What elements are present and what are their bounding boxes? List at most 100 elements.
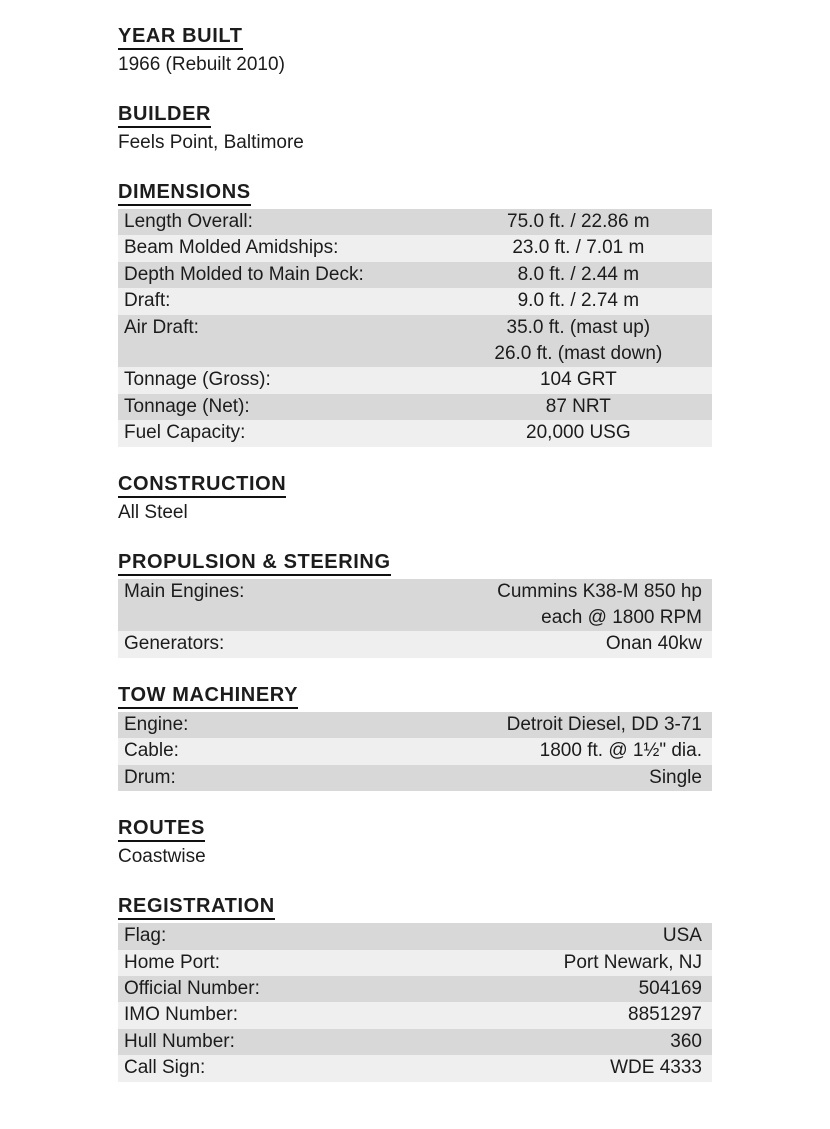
section-heading-wrap: TOW MACHINERY	[118, 683, 830, 709]
spec-label: Length Overall:	[124, 211, 253, 232]
section-text: Feels Point, Baltimore	[118, 132, 304, 153]
spec-value: Single	[445, 765, 712, 791]
spec-value: Port Newark, NJ	[445, 950, 712, 976]
spec-value-line: USA	[662, 925, 702, 947]
spec-value-line: Onan 40kw	[605, 633, 702, 655]
section-heading: BUILDER	[118, 102, 212, 128]
spec-value-line: Cummins K38-M 850 hp	[497, 580, 702, 602]
spec-value-line: 104 GRT	[539, 369, 617, 391]
section-dimensions: DIMENSIONS Length Overall: 75.0 ft. / 22…	[118, 180, 830, 447]
spec-row: Official Number: 504169	[118, 975, 712, 1003]
section-text: Coastwise	[118, 846, 206, 868]
section-heading: DIMENSIONS	[118, 180, 251, 206]
spec-row: IMO Number: 8851297	[118, 1002, 712, 1029]
section-routes: ROUTES Coastwise	[118, 816, 830, 869]
section-construction: CONSTRUCTION All Steel	[118, 472, 830, 525]
spec-value-line: 35.0 ft. (mast up)	[506, 316, 651, 338]
section-text: All Steel	[118, 501, 188, 523]
spec-label: IMO Number:	[124, 1004, 239, 1026]
spec-value: WDE 4333	[445, 1055, 712, 1081]
spec-label: Home Port:	[124, 951, 221, 973]
spec-value-line: 87 NRT	[545, 395, 611, 417]
spec-label: Beam Molded Amidships:	[124, 237, 339, 259]
spec-label: Tonnage (Gross):	[124, 369, 271, 391]
section-heading-wrap: PROPULSION & STEERING	[118, 550, 830, 576]
spec-label: Air Draft:	[124, 316, 199, 338]
section-heading-wrap: ROUTES	[118, 816, 830, 843]
spec-row: Cable: 1800 ft. @ 1½" dia.	[118, 738, 712, 765]
spec-value: 87 NRT	[445, 394, 712, 420]
section-text: 1966 (Rebuilt 2010)	[118, 54, 285, 75]
spec-value: Cummins K38-M 850 hp each @ 1800 RPM	[445, 579, 712, 632]
spec-row: Beam Molded Amidships: 23.0 ft. / 7.01 m	[118, 235, 712, 262]
section-tow-machinery: TOW MACHINERY Engine: Detroit Diesel, DD…	[118, 683, 830, 792]
spec-value: 8.0 ft. / 2.44 m	[445, 262, 712, 288]
spec-value-line: WDE 4333	[610, 1057, 702, 1079]
section-heading-wrap: CONSTRUCTION	[118, 472, 830, 498]
spec-label: Call Sign:	[124, 1057, 206, 1079]
section-propulsion-steering: PROPULSION & STEERING Main Engines: Cumm…	[118, 550, 830, 658]
spec-value: 104 GRT	[445, 367, 712, 393]
spec-label: Cable:	[124, 740, 179, 762]
spec-value-line: 26.0 ft. (mast down)	[494, 343, 663, 365]
spec-value-line: Detroit Diesel, DD 3-71	[506, 713, 702, 735]
spec-row: Tonnage (Gross): 104 GRT	[118, 367, 712, 394]
spec-value: 360	[445, 1029, 712, 1055]
spec-row: Depth Molded to Main Deck: 8.0 ft. / 2.4…	[118, 261, 712, 289]
spec-value-line: 8.0 ft. / 2.44 m	[517, 263, 640, 285]
spec-row: Air Draft: 35.0 ft. (mast up) 26.0 ft. (m…	[118, 314, 712, 368]
spec-value-line: each @ 1800 RPM	[541, 607, 702, 629]
spec-row: Flag: USA	[118, 923, 712, 950]
spec-row: Call Sign: WDE 4333	[118, 1055, 712, 1082]
spec-label: Generators:	[124, 633, 225, 655]
spec-value: USA	[445, 923, 712, 949]
spec-label: Fuel Capacity:	[124, 422, 246, 444]
spec-value-line: 20,000 USG	[526, 422, 631, 444]
spec-table-tow-machinery: Engine: Detroit Diesel, DD 3-71 Cable: 1…	[118, 711, 712, 792]
spec-value-line: 360	[670, 1030, 702, 1052]
section-heading: TOW MACHINERY	[118, 683, 299, 709]
spec-value-line: 1800 ft. @ 1½" dia.	[539, 740, 702, 762]
spec-value: 35.0 ft. (mast up) 26.0 ft. (mast down)	[445, 315, 712, 368]
spec-table-dimensions: Length Overall: 75.0 ft. / 22.86 m Beam …	[118, 209, 712, 447]
spec-row: Fuel Capacity: 20,000 USG	[118, 420, 712, 447]
section-heading-wrap: REGISTRATION	[118, 894, 830, 921]
spec-value: 8851297	[445, 1002, 712, 1028]
spec-label: Main Engines:	[124, 580, 245, 602]
spec-value-line: 504169	[638, 977, 702, 999]
section-heading: YEAR BUILT	[118, 24, 243, 50]
spec-value-line: Single	[649, 766, 702, 788]
spec-row: Generators: Onan 40kw	[118, 631, 712, 658]
section-heading: PROPULSION & STEERING	[118, 550, 391, 576]
spec-table-propulsion-steering: Main Engines: Cummins K38-M 850 hp each @…	[118, 578, 712, 658]
section-builder: BUILDER Feels Point, Baltimore	[118, 102, 830, 155]
spec-row: Tonnage (Net): 87 NRT	[118, 393, 712, 421]
section-heading-wrap: BUILDER	[118, 102, 830, 128]
spec-value: 9.0 ft. / 2.74 m	[445, 288, 712, 314]
section-year-built: YEAR BUILT 1966 (Rebuilt 2010)	[118, 24, 830, 77]
section-registration: REGISTRATION Flag: USA Home Port: Port N…	[118, 894, 830, 1082]
spec-label: Depth Molded to Main Deck:	[124, 263, 364, 285]
spec-value-line: 75.0 ft. / 22.86 m	[507, 211, 650, 232]
spec-value-line: 8851297	[628, 1004, 702, 1026]
spec-value: Detroit Diesel, DD 3-71	[445, 712, 712, 738]
spec-table-registration: Flag: USA Home Port: Port Newark, NJ Off…	[118, 923, 712, 1082]
spec-value: 23.0 ft. / 7.01 m	[445, 235, 712, 261]
spec-row: Main Engines: Cummins K38-M 850 hp each @…	[118, 578, 712, 632]
spec-label: Hull Number:	[124, 1030, 235, 1052]
spec-row: Home Port: Port Newark, NJ	[118, 949, 712, 976]
section-heading: ROUTES	[118, 816, 205, 843]
section-heading: REGISTRATION	[118, 894, 275, 921]
spec-value: Onan 40kw	[445, 631, 712, 657]
spec-value: 20,000 USG	[445, 420, 712, 446]
section-heading-wrap: YEAR BUILT	[118, 24, 830, 50]
spec-row: Draft: 9.0 ft. / 2.74 m	[118, 288, 712, 315]
spec-sheet-page: YEAR BUILT 1966 (Rebuilt 2010) BUILDER F…	[118, 24, 830, 1082]
spec-value: 1800 ft. @ 1½" dia.	[445, 738, 712, 764]
spec-value-line: 9.0 ft. / 2.74 m	[517, 290, 640, 312]
spec-value: 75.0 ft. / 22.86 m	[445, 209, 712, 235]
spec-label: Engine:	[124, 713, 189, 735]
spec-row: Hull Number: 360	[118, 1028, 712, 1056]
spec-value-line: Port Newark, NJ	[563, 951, 702, 973]
spec-label: Draft:	[124, 290, 171, 312]
